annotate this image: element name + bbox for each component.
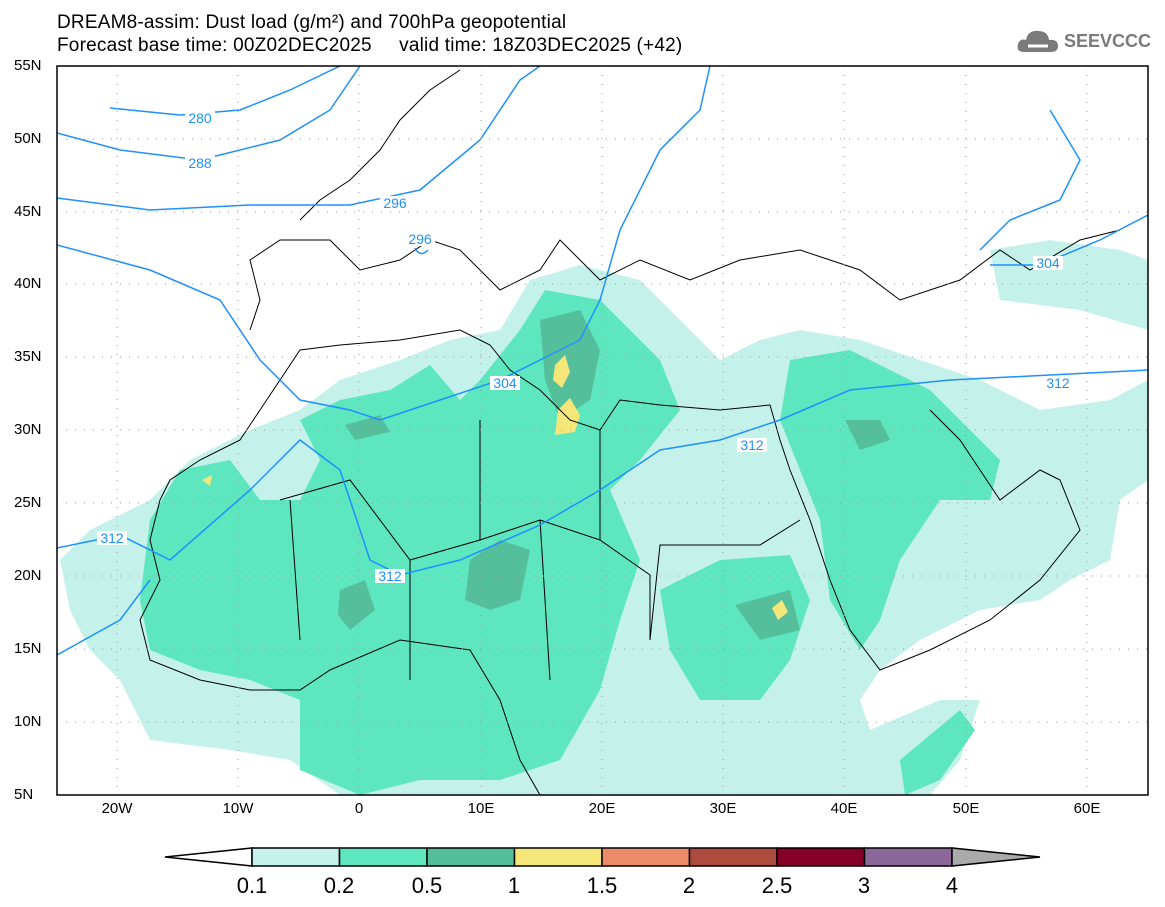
coastline: [159, 329, 1081, 671]
map-title: DREAM8-assim: Dust load (g/m²) and 700hP…: [57, 12, 567, 33]
coastline: [249, 229, 1121, 331]
contour-label: 296: [383, 195, 407, 211]
lon-label: 0: [354, 800, 364, 817]
colorbar-label: 1: [507, 873, 521, 898]
contour-304: [57, 66, 711, 421]
dust-layer-0.5: [345, 415, 390, 440]
dust-layer-1: [553, 355, 570, 388]
lat-label: 25N: [14, 494, 42, 511]
dust-layer-0.5: [735, 590, 800, 640]
dust-layer-0.5: [845, 420, 890, 450]
contour-label: 312: [100, 530, 124, 546]
border: [289, 420, 601, 681]
lat-label: 15N: [14, 640, 42, 657]
border: [279, 479, 801, 641]
contour-label: 280: [188, 110, 212, 126]
lat-label: 35N: [14, 348, 42, 365]
dust-layer-0.5: [540, 310, 600, 420]
contour-288: [57, 66, 361, 161]
lat-label: 40N: [14, 275, 42, 292]
contour-label: 288: [188, 155, 212, 171]
lon-label: 30E: [709, 800, 737, 817]
cloud-icon: [1017, 30, 1058, 52]
dust-layer-0.2: [900, 710, 975, 795]
contour-label: 296: [408, 231, 432, 247]
contour-280: [109, 66, 341, 116]
colorbar-label: 4: [945, 873, 959, 898]
colorbar-label: 0.5: [411, 873, 443, 898]
lon-label: 20E: [588, 800, 616, 817]
dust-layer-1: [202, 475, 212, 486]
logo-text: SEEVCCC: [1063, 30, 1151, 51]
contour-296: [57, 66, 541, 211]
lon-label: 10E: [467, 800, 495, 817]
dust-layer-0.2: [660, 555, 810, 700]
lon-label: 20W: [101, 800, 133, 817]
map-frame: [56, 65, 1149, 796]
lon-label: 50E: [952, 800, 980, 817]
seevccc-logo: SEEVCCC: [1016, 28, 1151, 54]
contour-label: 304: [493, 375, 517, 391]
colorbar: [164, 847, 1041, 867]
lat-label: 30N: [14, 421, 42, 438]
coastline: [299, 69, 461, 221]
colorbar-label: 2: [682, 873, 696, 898]
lat-label: 5N: [14, 786, 34, 803]
dust-layer-0.5: [465, 540, 530, 610]
lon-label: 60E: [1073, 800, 1101, 817]
lat-label: 10N: [14, 713, 42, 730]
colorbar-label: 3: [857, 873, 871, 898]
colorbar-label: 0.1: [236, 873, 268, 898]
dust-layer-0.5: [338, 580, 375, 630]
contour-label: 312: [1046, 375, 1070, 391]
colorbar-label: 0.2: [323, 873, 355, 898]
dust-layer-1: [555, 398, 580, 435]
contour-296-small: [414, 247, 429, 255]
lat-label: 45N: [14, 203, 42, 220]
colorbar-under: [164, 847, 253, 867]
dust-layer-0.1: [990, 240, 1148, 330]
forecast-time: Forecast base time: 00Z02DEC2025 valid t…: [57, 35, 683, 56]
colorbar-over: [951, 847, 1041, 867]
lat-label: 20N: [14, 567, 42, 584]
lat-label: 55N: [14, 57, 42, 74]
colorbar-label: 1.5: [586, 873, 618, 898]
dust-layer-0.2: [140, 290, 680, 795]
lon-label: 40E: [830, 800, 858, 817]
lat-label: 50N: [14, 130, 42, 147]
contour-label: 304: [1036, 255, 1060, 271]
lon-label: 10W: [222, 800, 254, 817]
contour-label: 312: [740, 437, 764, 453]
colorbar-label: 2.5: [761, 873, 793, 898]
dust-layer-1: [772, 600, 788, 620]
contour-312: [57, 369, 1148, 576]
contour-304-east: [979, 109, 1148, 266]
contour-312-west: [57, 579, 151, 656]
coastline: [139, 499, 541, 795]
